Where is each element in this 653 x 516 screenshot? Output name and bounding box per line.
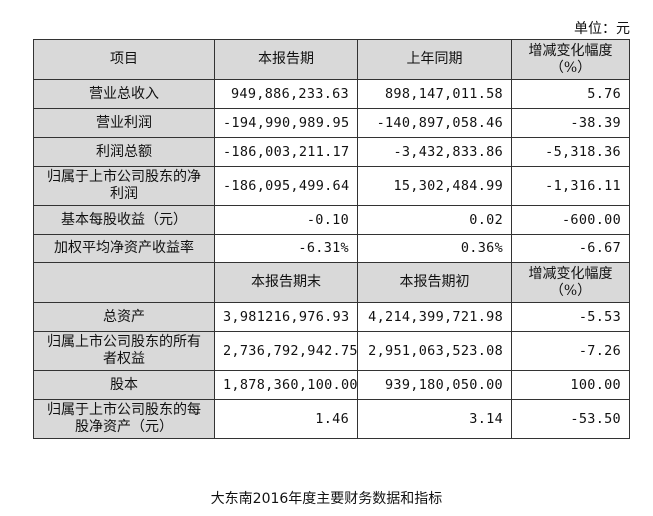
table-row: 营业利润 -194,990,989.95 -140,897,058.46 -38… xyxy=(33,108,630,138)
row-label: 归属上市公司股东的所有者权益 xyxy=(33,331,215,371)
cell-change: -38.39 xyxy=(511,108,630,138)
row-label: 营业总收入 xyxy=(33,79,215,109)
header-period-end: 本报告期末 xyxy=(214,262,358,303)
row-label: 归属于上市公司股东的每股净资产（元） xyxy=(33,399,215,439)
row-label: 归属于上市公司股东的净利润 xyxy=(33,166,215,206)
row-label: 营业利润 xyxy=(33,108,215,138)
cell-prior: -140,897,058.46 xyxy=(357,108,512,138)
cell-current: -194,990,989.95 xyxy=(214,108,358,138)
table-row: 归属于上市公司股东的每股净资产（元） 1.46 3.14 -53.50 xyxy=(33,399,630,439)
cell-prior: 0.36% xyxy=(357,234,512,263)
table-row: 加权平均净资产收益率 -6.31% 0.36% -6.67 xyxy=(33,234,630,263)
cell-prior: 15,302,484.99 xyxy=(357,166,512,206)
cell-change: -5,318.36 xyxy=(511,137,630,167)
row-label: 加权平均净资产收益率 xyxy=(33,234,215,263)
cell-prior: 3.14 xyxy=(357,399,512,439)
unit-label: 单位：元 xyxy=(574,21,630,37)
cell-change: -600.00 xyxy=(511,205,630,235)
table-row: 归属上市公司股东的所有者权益 2,736,792,942.75 2,951,06… xyxy=(33,331,630,371)
row-label: 基本每股收益（元） xyxy=(33,205,215,235)
header-change-pct-2: 增减变化幅度（%） xyxy=(511,262,630,303)
header-prior-period: 上年同期 xyxy=(357,39,512,80)
table-row: 基本每股收益（元） -0.10 0.02 -600.00 xyxy=(33,205,630,235)
cell-change: 100.00 xyxy=(511,370,630,400)
table-row: 归属于上市公司股东的净利润 -186,095,499.64 15,302,484… xyxy=(33,166,630,206)
cell-current: 949,886,233.63 xyxy=(214,79,358,109)
row-label: 总资产 xyxy=(33,302,215,332)
header-current-period: 本报告期 xyxy=(214,39,358,80)
header-item: 项目 xyxy=(33,39,215,80)
cell-current: 3,981216,976.93 xyxy=(214,302,358,332)
header-period-start: 本报告期初 xyxy=(357,262,512,303)
cell-prior: 2,951,063,523.08 xyxy=(357,331,512,371)
cell-change: -1,316.11 xyxy=(511,166,630,206)
cell-current: 2,736,792,942.75 xyxy=(214,331,358,371)
header-row-2: 本报告期末 本报告期初 增减变化幅度（%） xyxy=(33,262,630,303)
cell-change: -5.53 xyxy=(511,302,630,332)
cell-prior: 0.02 xyxy=(357,205,512,235)
cell-change: 5.76 xyxy=(511,79,630,109)
cell-current: 1.46 xyxy=(214,399,358,439)
cell-current: 1,878,360,100.00 xyxy=(214,370,358,400)
cell-prior: -3,432,833.86 xyxy=(357,137,512,167)
table-caption: 大东南2016年度主要财务数据和指标 xyxy=(210,491,443,507)
cell-prior: 898,147,011.58 xyxy=(357,79,512,109)
row-label: 股本 xyxy=(33,370,215,400)
cell-current: -6.31% xyxy=(214,234,358,263)
row-label: 利润总额 xyxy=(33,137,215,167)
financial-table: 项目 本报告期 上年同期 增减变化幅度（%） 营业总收入 949,886,233… xyxy=(33,39,630,439)
table-row: 股本 1,878,360,100.00 939,180,050.00 100.0… xyxy=(33,370,630,400)
cell-prior: 939,180,050.00 xyxy=(357,370,512,400)
cell-current: -186,003,211.17 xyxy=(214,137,358,167)
table-row: 利润总额 -186,003,211.17 -3,432,833.86 -5,31… xyxy=(33,137,630,167)
cell-change: -6.67 xyxy=(511,234,630,263)
header-row-1: 项目 本报告期 上年同期 增减变化幅度（%） xyxy=(33,39,630,80)
cell-current: -186,095,499.64 xyxy=(214,166,358,206)
header-change-pct: 增减变化幅度（%） xyxy=(511,39,630,80)
cell-prior: 4,214,399,721.98 xyxy=(357,302,512,332)
table-row: 总资产 3,981216,976.93 4,214,399,721.98 -5.… xyxy=(33,302,630,332)
header-blank xyxy=(33,262,215,303)
cell-change: -53.50 xyxy=(511,399,630,439)
cell-current: -0.10 xyxy=(214,205,358,235)
table-row: 营业总收入 949,886,233.63 898,147,011.58 5.76 xyxy=(33,79,630,109)
cell-change: -7.26 xyxy=(511,331,630,371)
